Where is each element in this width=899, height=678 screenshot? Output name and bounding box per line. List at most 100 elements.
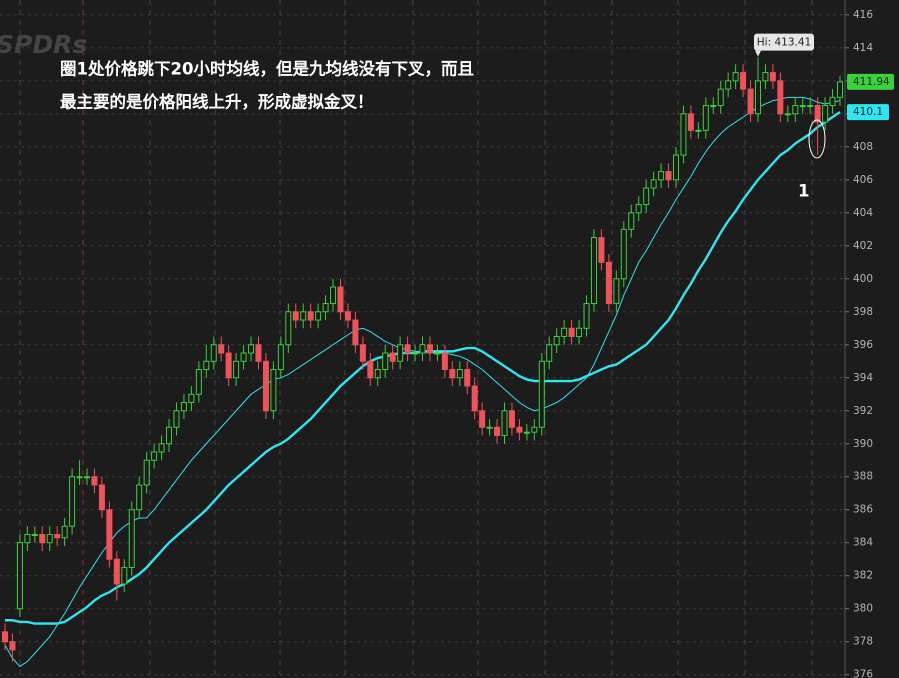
candle-body [404,344,411,354]
candle-body [762,72,769,82]
candle-body [590,237,597,305]
candle-body [16,542,23,610]
y-tick-label: 414 [853,42,873,54]
candle-body [113,558,120,585]
candle-body [531,426,538,433]
candle-body [188,393,195,404]
candle-body [628,212,635,230]
candle-body [635,204,642,214]
candle-body [658,171,665,181]
y-tick-label: 382 [853,570,873,582]
candle-body [300,311,307,321]
candle-body [84,476,91,479]
y-tick-label: 392 [853,405,873,417]
candle-body [412,352,419,355]
y-tick-label: 400 [853,273,873,285]
candle-body [106,509,113,560]
candle-body [426,344,433,354]
candle-body [374,369,381,379]
candle-body [240,352,247,362]
candle-body [9,641,16,651]
y-tick-label: 398 [853,306,873,318]
candle-body [814,105,821,123]
candle-body [799,105,806,108]
candle-body [725,80,732,90]
candle-body [344,311,351,321]
candle-body [2,631,8,643]
candle-body [769,72,776,82]
candle-body [54,533,61,539]
annotation-line: 圈1处价格跳下20小时均线，但是九均线没有下叉，而且 [60,59,474,79]
candle-body [91,476,98,486]
y-tick-label: 390 [853,438,873,450]
candle-body [248,344,255,354]
y-tick-label: 408 [853,141,873,153]
candle-body [777,80,784,115]
y-tick-label: 378 [853,636,873,648]
candle-body [538,360,545,428]
candle-body [352,319,359,346]
candle-body [143,459,150,486]
candle-body [516,426,523,433]
candle-body [61,525,68,539]
candle-body [307,311,314,321]
y-tick-label: 376 [853,669,873,678]
candle-body [173,410,180,428]
candle-body [233,360,240,379]
candle-body [837,81,843,98]
candle-body [46,533,53,544]
candle-body [672,154,679,181]
candle-body [687,113,694,131]
candle-body [397,344,404,362]
candle-body [784,113,791,116]
candle-body [508,410,515,428]
last-price-label: 411.94 [853,76,890,88]
candle-body [128,509,135,568]
candle-body [195,369,202,395]
candle-body [330,286,337,305]
candle-body [359,344,366,362]
candle-body [136,484,143,511]
candle-body [747,88,754,115]
candle-body [494,426,501,437]
y-tick-label: 404 [853,207,873,219]
candle-body [24,533,31,544]
candle-body [262,360,269,412]
y-tick-label: 394 [853,372,873,384]
high-label-box [753,33,814,51]
candle-body [166,426,173,445]
candle-body [151,451,158,461]
high-label-pointer [754,50,761,57]
candle-body [449,369,456,379]
candle-body [695,129,702,132]
y-tick-label: 406 [853,174,873,186]
candle-body [337,286,344,313]
candle-body [456,369,463,379]
candle-body [367,360,374,379]
candle-body [255,344,262,362]
candle-body [441,352,448,371]
ma-value-label: 410.1 [853,106,883,118]
y-tick-label: 384 [853,537,873,549]
last-price-tag [847,73,894,90]
candle-body [740,72,747,90]
candles: Hi: 413.41 [2,33,843,662]
candle-body [121,566,128,585]
candle-body [277,344,284,371]
candle-body [31,533,38,536]
candle-body [285,311,292,346]
candle-body [732,72,739,82]
candle-body [479,410,486,428]
y-tick-label: 416 [853,9,873,21]
candle-body [829,96,836,107]
candle-body [39,533,46,544]
candle-body [650,179,657,189]
candle-body [486,426,493,429]
candle-body [680,113,687,156]
y-tick-label: 388 [853,471,873,483]
candle-body [501,410,508,437]
candle-body [76,476,83,479]
candle-body [710,105,717,108]
candle-body [180,402,187,412]
